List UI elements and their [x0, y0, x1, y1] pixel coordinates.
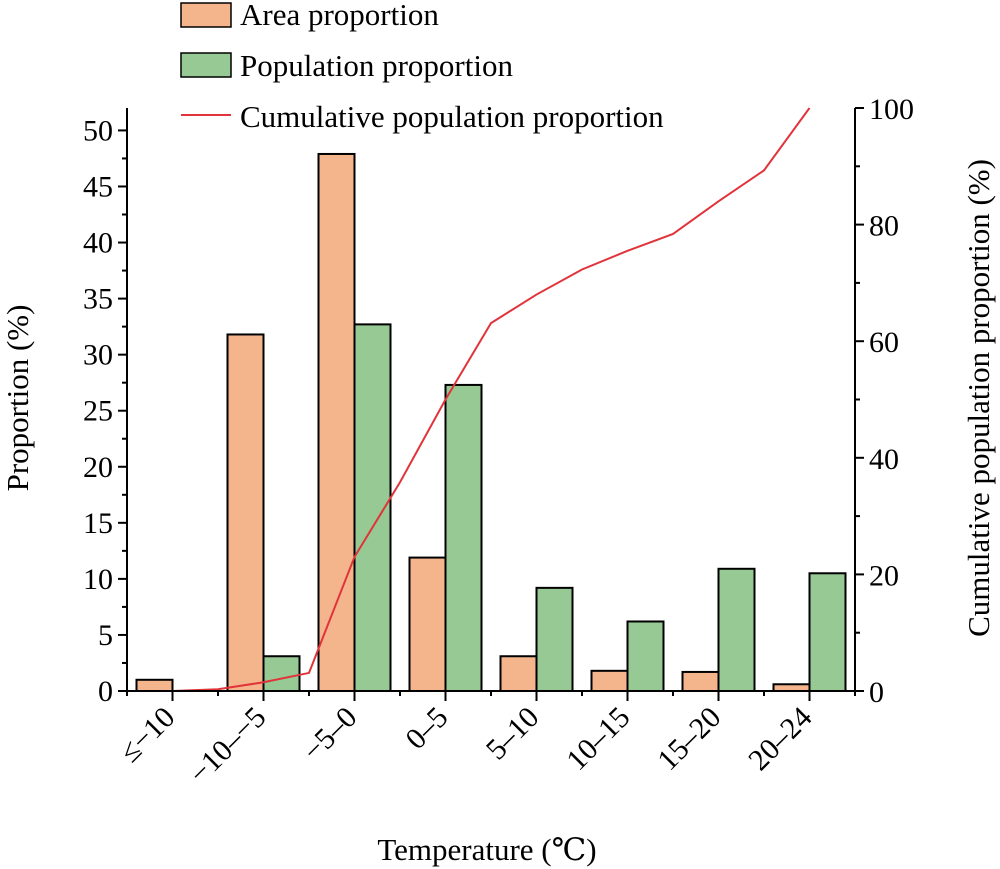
y-tick-label: 35: [83, 283, 113, 316]
bar-population-proportion: [535, 586, 574, 692]
x-tick-label: −10–−5: [183, 701, 273, 791]
x-tick-label: ≤−10: [113, 701, 181, 769]
legend-swatch-area: [180, 2, 232, 28]
y-tick-label: 0: [98, 675, 113, 708]
y2-tick-label: 60: [869, 326, 899, 359]
bar-population-proportion: [717, 567, 756, 693]
y-tick-label: 30: [83, 339, 113, 372]
y2-tick-label: 0: [869, 676, 884, 709]
x-tick-label: 20–24: [742, 701, 818, 777]
x-tick-label: 15–20: [651, 701, 727, 777]
y-tick-label: 50: [83, 114, 113, 147]
legend-label-population: Population proportion: [240, 48, 513, 83]
y-tick-label: 15: [83, 507, 113, 540]
bar-area-proportion: [499, 655, 538, 692]
y2-axis-title: Cumulative population proportion (%): [961, 159, 996, 637]
y-tick-label: 25: [83, 395, 113, 428]
bar-area-proportion: [772, 683, 811, 692]
y2-tick-label: 20: [869, 559, 899, 592]
bar-population-proportion: [262, 655, 301, 692]
bar-area-proportion: [590, 669, 629, 692]
y-tick-label: 45: [83, 170, 113, 203]
y-axis-title: Proportion (%): [0, 305, 35, 492]
bar-population-proportion: [808, 572, 847, 693]
legend-swatch-population: [180, 52, 232, 78]
bar-population-proportion: [444, 383, 483, 692]
bar-area-proportion: [226, 333, 265, 692]
x-tick-label: −5–0: [296, 701, 363, 768]
cumulative-line-layer: [127, 107, 811, 692]
x-tick-label: 5–10: [480, 701, 546, 767]
y-tick-label: 10: [83, 563, 113, 596]
y2-tick-label: 40: [869, 443, 899, 476]
x-axis-title: Temperature (℃): [377, 832, 596, 867]
y-tick-label: 20: [83, 451, 113, 484]
legend-label-area: Area proportion: [240, 0, 439, 32]
y-tick-label: 5: [98, 619, 113, 652]
x-tick-label: 10–15: [560, 701, 636, 777]
y-tick-label: 40: [83, 227, 113, 260]
legend: Area proportion Population proportion Cumu…: [180, 0, 664, 134]
bar-population-proportion: [626, 620, 665, 692]
y2-tick-label: 100: [869, 93, 914, 126]
bar-area-proportion: [317, 152, 356, 693]
legend-label-cumulative: Cumulative population proportion: [240, 99, 664, 134]
bar-area-proportion: [135, 678, 174, 692]
bar-area-proportion: [681, 670, 720, 692]
y2-tick-label: 80: [869, 210, 899, 243]
cumulative-population-line: [127, 107, 811, 692]
x-tick-label: 0–5: [399, 701, 454, 756]
bars-layer: [135, 152, 847, 693]
bar-area-proportion: [408, 556, 447, 693]
